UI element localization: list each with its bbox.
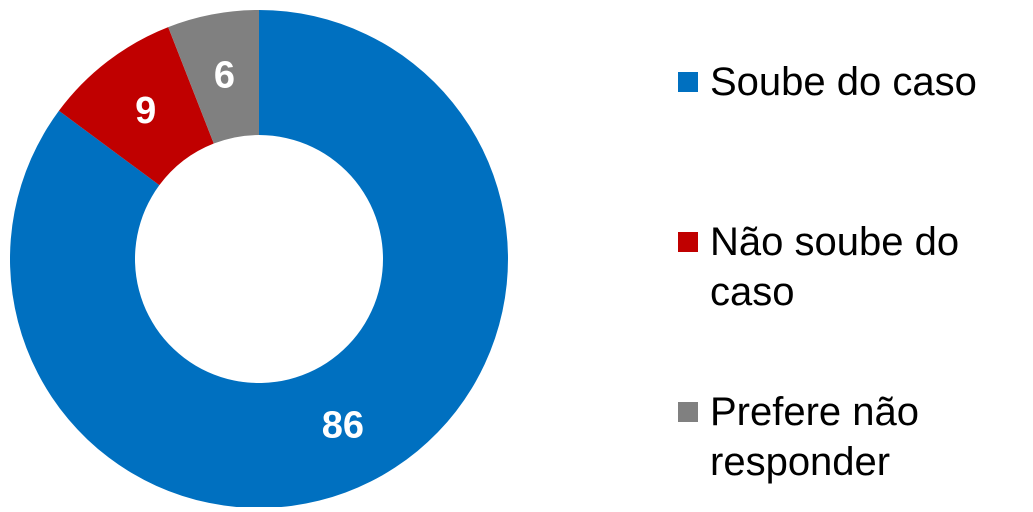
data-label-prefere-nao-responder: 6 (214, 55, 235, 97)
legend-swatch (678, 402, 698, 422)
slice-prefere-nao-responder (168, 10, 259, 144)
legend-swatch (678, 232, 698, 252)
legend: Soube do caso Não soube do caso Prefere não… (678, 60, 977, 484)
slice-nao-soube-do-caso (58, 27, 214, 186)
legend-label: Soube do caso (710, 60, 977, 104)
legend-swatch (678, 72, 698, 92)
donut-slices (9, 10, 509, 508)
slice-labels: 86 9 6 (135, 55, 364, 447)
legend-label: Prefere não responder (710, 390, 919, 484)
slice-soube-do-caso (9, 10, 509, 508)
data-label-soube-do-caso: 86 (322, 405, 364, 447)
legend-item-prefere-nao-responder: Prefere não responder (678, 390, 919, 484)
legend-item-soube-do-caso: Soube do caso (678, 60, 977, 104)
legend-label: Não soube do caso (710, 220, 959, 314)
legend-item-nao-soube-do-caso: Não soube do caso (678, 220, 959, 314)
data-label-nao-soube-do-caso: 9 (135, 90, 156, 132)
